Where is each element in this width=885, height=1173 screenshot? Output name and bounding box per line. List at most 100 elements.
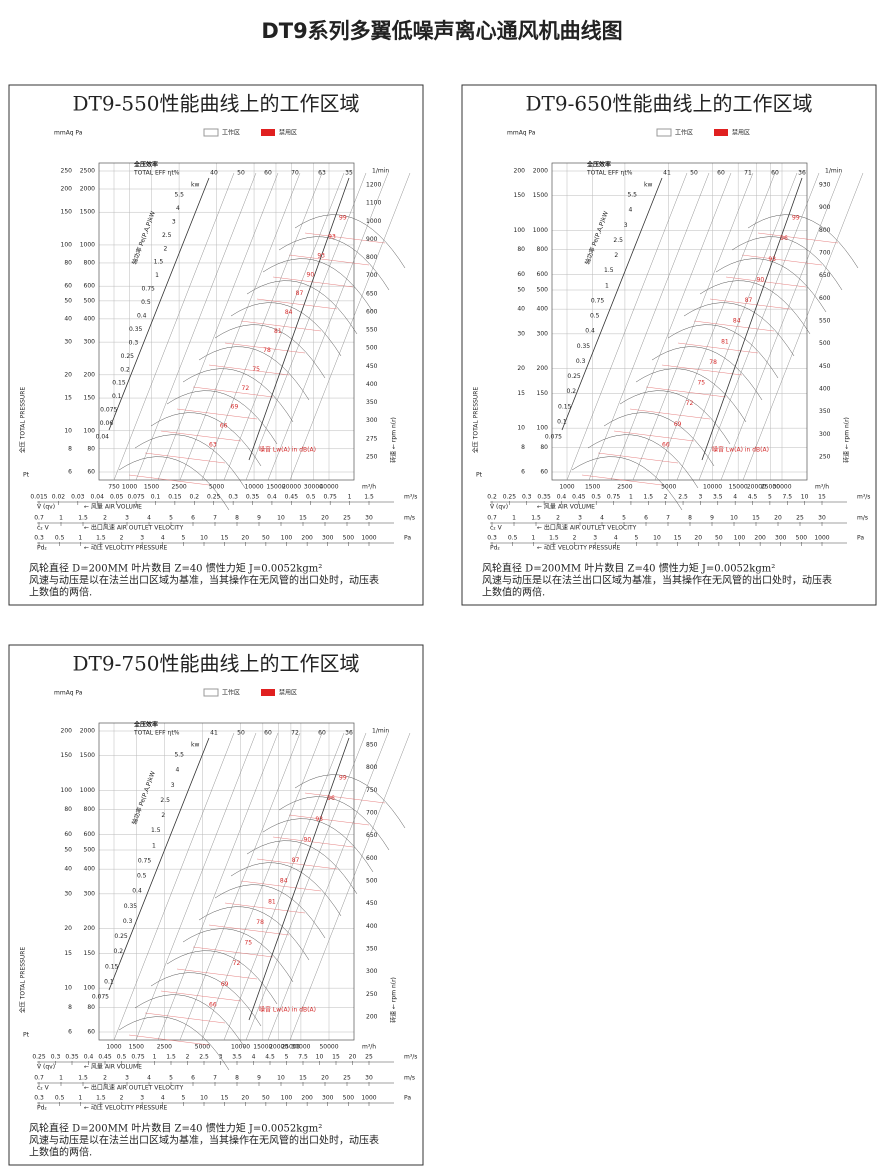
mmaq-tick-label: 50 xyxy=(64,846,72,853)
eff-tick-label: 41 xyxy=(210,730,218,737)
eff-tick-label: 50 xyxy=(237,730,245,737)
pa-tick-label: 800 xyxy=(84,259,96,266)
velocity-tick-label: 25 xyxy=(343,1075,351,1082)
noise-label: 78 xyxy=(263,347,271,354)
noise-label: 72 xyxy=(686,400,694,407)
axis-unit: m/s xyxy=(404,515,415,522)
power-line xyxy=(113,732,235,1041)
velocity-tick-label: 9 xyxy=(257,1075,261,1082)
axis-unit: mmAq Pa xyxy=(54,130,83,137)
velocity-tick-label: 25 xyxy=(796,515,804,522)
power-line xyxy=(698,172,820,481)
eff-tick-label: 36 xyxy=(345,730,353,737)
mmaq-tick-label: 150 xyxy=(61,752,73,759)
fan-curve xyxy=(230,302,342,357)
noise-label: 69 xyxy=(231,404,239,411)
noise-curve xyxy=(128,1034,210,1046)
eff-tick-label: 60 xyxy=(717,170,725,177)
velocity-tick-label: 2 xyxy=(556,515,560,522)
eff-tick-label: 60 xyxy=(264,730,272,737)
mmaq-tick-label: 8 xyxy=(521,444,525,451)
rpm-tick-label: 900 xyxy=(819,204,831,211)
kw-label: 0.075 xyxy=(92,994,109,1001)
panel-title: DT9-650性能曲线上的工作区域 xyxy=(525,92,812,116)
mmaq-tick-label: 20 xyxy=(64,371,72,378)
rpm-tick-label: 250 xyxy=(366,991,378,998)
axis-unit: 1/min xyxy=(372,728,389,735)
kw-label: 3 xyxy=(171,782,175,789)
vp-tick-label: 5 xyxy=(181,1095,185,1102)
mmaq-tick-label: 15 xyxy=(517,390,525,397)
eff-tick-label: 41 xyxy=(663,170,671,177)
power-line xyxy=(223,732,345,1041)
fan-curve xyxy=(246,280,358,335)
velocity-tick-label: 9 xyxy=(257,515,261,522)
pa-tick-label: 60 xyxy=(87,469,95,476)
mmaq-tick-label: 200 xyxy=(61,728,73,735)
flow-tick-label: 1500 xyxy=(129,1044,144,1051)
flow-s-tick-label: 4 xyxy=(252,1054,256,1061)
rpm-tick-label: 250 xyxy=(366,454,378,461)
rpm-tick-label: 250 xyxy=(819,454,831,461)
eff-tick-label: 40 xyxy=(210,170,218,177)
flow-s-tick-label: 0.25 xyxy=(207,494,221,501)
velocity-tick-label: 1 xyxy=(512,515,516,522)
rpm-tick-label: 800 xyxy=(819,227,831,234)
pa-tick-label: 500 xyxy=(84,846,96,853)
flow-s-tick-label: 1 xyxy=(153,1054,157,1061)
flow-s-tick-label: 1.5 xyxy=(364,494,374,501)
pa-tick-label: 200 xyxy=(84,371,96,378)
pa-tick-label: 150 xyxy=(84,395,96,402)
panel-title: DT9-750性能曲线上的工作区域 xyxy=(72,652,359,676)
noise-label: 93 xyxy=(768,256,776,263)
legend-swatch xyxy=(261,689,275,696)
pa-tick-label: 2500 xyxy=(80,168,95,175)
noise-curve xyxy=(192,946,274,958)
noise-label: 63 xyxy=(209,442,217,449)
flow-s-tick-label: 7.5 xyxy=(782,494,792,501)
velocity-tick-label: 7 xyxy=(213,1075,217,1082)
noise-curve xyxy=(272,836,354,848)
axis-unit: m³/s xyxy=(857,494,870,501)
rpm-tick-label: 275 xyxy=(366,435,378,442)
kw-label: 2 xyxy=(164,245,168,252)
mmaq-tick-label: 80 xyxy=(64,259,72,266)
fan-curve xyxy=(198,906,310,961)
flow-s-tick-label: 2.5 xyxy=(678,494,688,501)
noise-label: 75 xyxy=(252,366,260,373)
flow-s-tick-label: 20 xyxy=(349,1054,357,1061)
vp-tick-label: 15 xyxy=(221,1095,229,1102)
kw-label: 0.5 xyxy=(590,313,600,320)
pressure-label: 全压 TOTAL PRESSURE xyxy=(19,947,27,1014)
rpm-tick-label: 450 xyxy=(366,363,378,370)
legend-label: 禁用区 xyxy=(279,130,297,137)
noise-curve xyxy=(272,276,354,288)
axis-label: V (qv) xyxy=(490,504,508,511)
kw-label: 1.5 xyxy=(154,259,164,266)
page-title: DT9系列多翼低噪声离心通风机曲线图 xyxy=(261,19,622,43)
flow-s-tick-label: 0.05 xyxy=(110,494,124,501)
power-line xyxy=(135,172,257,481)
axis-unit: m³/s xyxy=(404,494,417,501)
kw-label: 0.4 xyxy=(132,888,142,895)
flow-tick-label: 2500 xyxy=(157,1044,172,1051)
velocity-tick-label: 20 xyxy=(774,515,782,522)
velocity-tick-label: 15 xyxy=(299,515,307,522)
vp-tick-label: 3 xyxy=(140,535,144,542)
noise-label: 87 xyxy=(296,290,304,297)
flow-s-tick-label: 4.5 xyxy=(748,494,758,501)
mmaq-tick-label: 150 xyxy=(61,209,73,216)
mmaq-tick-label: 50 xyxy=(517,286,525,293)
flow-s-tick-label: 0.4 xyxy=(267,494,277,501)
kw-label: 0.35 xyxy=(129,326,143,333)
mmaq-tick-label: 8 xyxy=(68,445,72,452)
pa-tick-label: 500 xyxy=(84,297,96,304)
velocity-tick-label: 1.5 xyxy=(78,1075,88,1082)
kw-label: 0.3 xyxy=(576,358,586,365)
velocity-tick-label: 25 xyxy=(343,515,351,522)
flow-s-tick-label: 3 xyxy=(699,494,703,501)
power-line xyxy=(676,172,798,481)
axis-label: Pd₂ xyxy=(37,545,47,552)
panel-title: DT9-550性能曲线上的工作区域 xyxy=(72,92,359,116)
noise-label: 90 xyxy=(307,271,315,278)
